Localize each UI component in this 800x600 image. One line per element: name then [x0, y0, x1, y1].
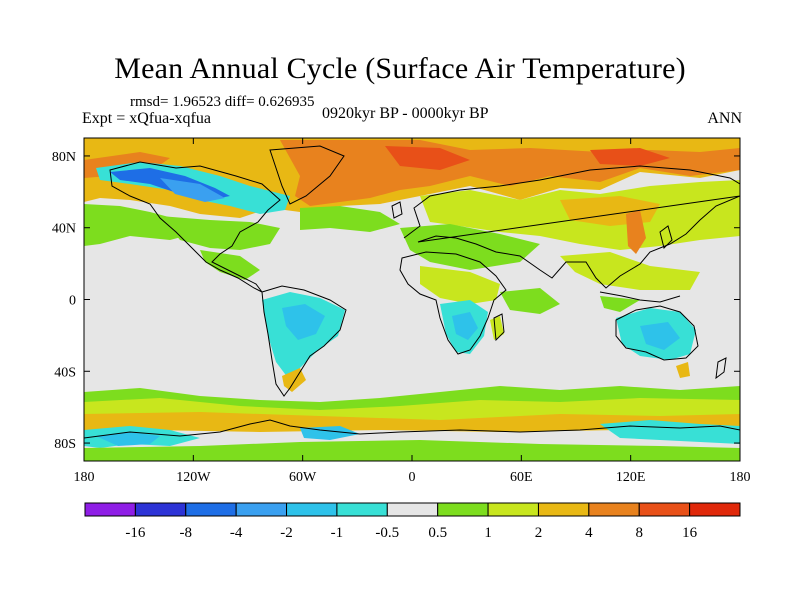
colorbar-swatch [286, 502, 338, 517]
colorbar-swatch [84, 502, 136, 517]
coastline-australia [615, 305, 699, 361]
colorbar-label: -4 [230, 525, 243, 541]
coastline-japan [659, 225, 673, 249]
north-america-band [160, 216, 280, 250]
madagascar-warming [490, 316, 504, 340]
colorbar-label: 8 [635, 525, 643, 541]
africa-moderate-cooling [452, 312, 478, 340]
experiment-label: Expt = xQfua-xqfua [82, 110, 211, 127]
colorbar-swatch [336, 502, 388, 517]
colorbar-label: -0.5 [375, 525, 399, 541]
antarctica-strong-cooling [96, 432, 160, 446]
coastline-eurasia [403, 165, 740, 289]
colorbar-swatch [638, 502, 691, 517]
lat-tick-label: 40N [52, 222, 76, 237]
colorbar-label: -2 [280, 525, 293, 541]
latitude-axis: 80N 40N 0 40S 80S [52, 150, 740, 452]
lon-tick-label: 120E [616, 470, 646, 485]
coastline-south-america [261, 285, 347, 397]
colorbar-swatch [487, 502, 539, 517]
colorbar-swatch [537, 502, 590, 517]
coastline-uk [391, 201, 403, 219]
colorbar-swatch [185, 502, 237, 517]
southeast-asia-band [560, 252, 700, 290]
longitude-axis: 180 120W 60W 0 60E 120E 180 [74, 138, 751, 485]
lon-tick-label: 0 [409, 470, 416, 485]
lat-tick-label: 80S [54, 437, 76, 452]
arctic-peak-warming [385, 146, 470, 170]
australia-moderate-cooling [640, 322, 680, 350]
coastline-antarctica [84, 419, 740, 439]
lon-tick-label: 120W [176, 470, 211, 485]
colorbar-swatch [588, 502, 640, 517]
south-pacific-band [600, 296, 640, 312]
lon-tick-label: 60E [510, 470, 533, 485]
coastline-greenland [269, 145, 345, 205]
colorbar-label: 4 [585, 525, 593, 541]
season-label: ANN [707, 110, 742, 127]
north-pacific-band [84, 204, 200, 246]
colorbar-label: -8 [180, 525, 193, 541]
coastlines [84, 145, 740, 439]
colorbar-swatch [235, 502, 288, 517]
plot-title: Mean Annual Cycle (Surface Air Temperatu… [114, 52, 686, 85]
tasmania-warming [676, 362, 690, 378]
indian-ocean-band [500, 288, 560, 314]
antarctica-interior-band [84, 440, 740, 461]
colorbar-label: -16 [125, 525, 145, 541]
central-america-band [200, 250, 260, 280]
colorbar-swatch [437, 502, 489, 517]
colorbar-swatch [689, 502, 741, 517]
colorbar-label: 0.5 [428, 525, 447, 541]
mediterranean-band [400, 224, 540, 270]
lon-tick-label: 60W [289, 470, 317, 485]
colorbar-label: -1 [331, 525, 344, 541]
coastline-indonesia [599, 291, 681, 303]
lon-tick-label: 180 [74, 470, 95, 485]
map-panel [84, 138, 740, 461]
period-label: 0920kyr BP - 0000kyr BP [322, 105, 489, 122]
africa-band [420, 266, 500, 304]
coastline-madagascar [493, 313, 505, 342]
colorbar-swatch [134, 502, 187, 517]
east-asia-warm-streak [626, 210, 646, 254]
colorbar-label: 2 [535, 525, 543, 541]
south-america-moderate-cooling [282, 304, 325, 340]
north-atlantic-band [300, 206, 400, 232]
coastline-north-america [109, 161, 281, 293]
rmsd-diff-stats: rmsd= 1.96523 diff= 0.626935 [130, 94, 315, 110]
coastline-africa [399, 251, 507, 355]
hudson-cooling [160, 178, 225, 202]
colorbar-swatch [386, 502, 439, 517]
southern-ocean-warm [84, 412, 740, 432]
colorbar: -16 -8 -4 -2 -1 -0.5 0.5 1 2 4 8 16 [84, 502, 741, 541]
colorbar-label: 16 [682, 525, 698, 541]
coastline-new-zealand [715, 357, 727, 380]
patagonia-warm [282, 368, 306, 392]
lat-tick-label: 0 [69, 294, 76, 309]
lat-tick-label: 40S [54, 365, 76, 380]
lat-tick-label: 80N [52, 150, 76, 165]
siberia-strong-warming [590, 148, 670, 166]
colorbar-label: 1 [484, 525, 492, 541]
lon-tick-label: 180 [730, 470, 751, 485]
